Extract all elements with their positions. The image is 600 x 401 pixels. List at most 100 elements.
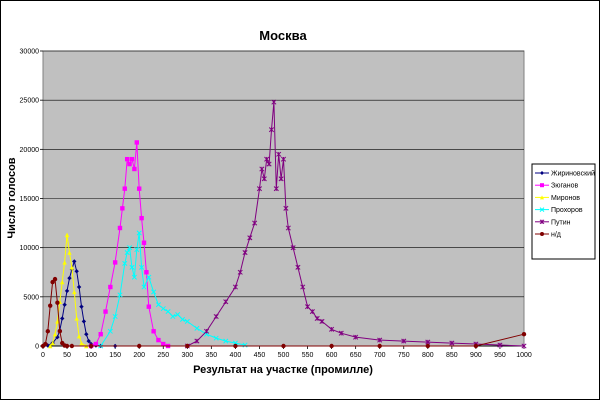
x-tick-label: 700 [374, 352, 386, 359]
data-point [156, 337, 161, 343]
x-axis-ticks: 0 50 100 150 200 250 300 350 400 450 500 550 600 650 7… [41, 345, 532, 359]
data-point [79, 340, 84, 346]
data-point [107, 328, 113, 334]
data-point [256, 186, 263, 192]
data-point [213, 335, 219, 341]
data-point [93, 341, 99, 347]
data-point [139, 264, 145, 270]
data-point [170, 313, 176, 320]
data-point [314, 315, 320, 322]
data-point [62, 260, 67, 265]
series-line [187, 102, 525, 347]
data-point [74, 316, 79, 321]
legend-item: Миронов [535, 195, 580, 202]
x-tick-label: 350 [206, 352, 218, 359]
data-point [185, 343, 190, 349]
data-point [300, 284, 306, 290]
x-tick-label: 150 [109, 352, 121, 359]
x-tick-label: 250 [157, 352, 169, 359]
data-point [273, 186, 279, 192]
series-layer [40, 99, 527, 349]
legend-label: Жириновский [551, 170, 595, 178]
x-tick-label: 800 [422, 352, 434, 359]
data-point [139, 215, 144, 221]
data-point [74, 269, 79, 274]
data-point [280, 156, 287, 162]
data-point [259, 166, 265, 172]
data-point [155, 302, 161, 308]
legend-swatch-marker [539, 207, 545, 212]
data-point [179, 316, 186, 323]
data-point [232, 284, 238, 290]
data-point [137, 186, 142, 191]
data-point [213, 313, 219, 320]
data-point [88, 343, 94, 349]
x-tick-label: 650 [350, 352, 362, 359]
data-point [124, 250, 130, 256]
data-point [473, 343, 479, 349]
data-point [98, 332, 103, 337]
legend-swatch-marker [540, 232, 544, 236]
data-point [449, 340, 455, 346]
data-point [76, 333, 82, 339]
data-point [151, 329, 156, 334]
data-point [52, 276, 58, 282]
data-point [67, 250, 72, 255]
legend-label: Путин [551, 219, 571, 226]
x-tick-label: 450 [254, 352, 266, 359]
data-point [319, 318, 325, 324]
data-point [278, 176, 284, 182]
data-point [264, 156, 270, 162]
data-point [117, 292, 123, 298]
y-tick-label: 0 [35, 344, 39, 351]
legend-label: н/д [551, 232, 561, 239]
data-point [72, 289, 77, 295]
legend-item: Путин [535, 219, 571, 226]
data-point [131, 274, 137, 280]
legend-items: Жириновский Зюганов Миронов Прохоров Путин н/… [535, 170, 595, 239]
data-point [112, 313, 118, 320]
data-point [76, 284, 82, 290]
data-point [521, 343, 527, 349]
legend-item: н/д [535, 232, 561, 239]
data-point [283, 205, 289, 211]
y-tick-label: 5000 [23, 294, 39, 301]
data-point [175, 311, 181, 318]
x-tick-label: 500 [278, 352, 290, 359]
data-point [521, 332, 527, 337]
data-point [237, 269, 243, 275]
series-1 [88, 140, 171, 349]
data-point [134, 140, 139, 145]
data-point [84, 332, 89, 337]
data-point [72, 259, 77, 264]
data-point [57, 329, 63, 334]
y-axis-ticks: 0 5000 10000 15000 20000 25000 30000 [20, 49, 43, 351]
legend-item: Прохоров [535, 207, 583, 214]
data-point [304, 304, 311, 310]
data-point [290, 245, 296, 251]
x-tick-label: 950 [494, 352, 506, 359]
data-point [79, 304, 84, 309]
y-tick-label: 25000 [20, 98, 40, 105]
data-point [137, 343, 142, 349]
data-point [134, 247, 140, 253]
data-point [129, 264, 135, 270]
data-point [268, 127, 275, 133]
x-tick-label: 400 [230, 352, 242, 359]
series-line [42, 277, 525, 347]
data-point [377, 337, 383, 343]
data-point [141, 240, 147, 245]
legend-label: Прохоров [551, 207, 583, 214]
data-point [67, 275, 72, 281]
y-tick-label: 20000 [20, 147, 40, 154]
data-point [223, 338, 229, 344]
data-point [338, 330, 344, 336]
x-tick-label: 0 [41, 352, 45, 359]
data-point [295, 264, 301, 270]
legend-swatch-marker [540, 183, 544, 188]
legend-label: Зюганов [551, 183, 579, 190]
data-point [425, 339, 431, 345]
data-point [120, 206, 125, 211]
x-tick-label: 850 [446, 352, 458, 359]
